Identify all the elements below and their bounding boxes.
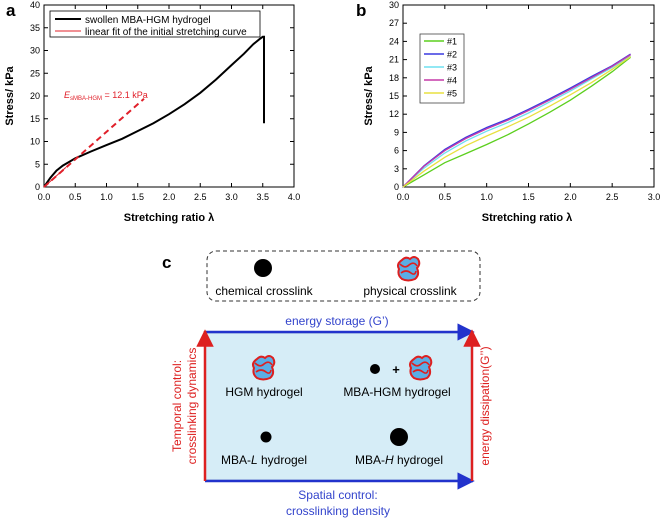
y-tick-label: 20 [30,91,40,101]
physical-crosslink-icon [397,256,421,282]
y-tick-label: 10 [30,137,40,147]
legend-label-swollen: swollen MBA-HGM hydrogel [85,15,211,26]
energy-dissipation-label: energy dissipation(G’’) [478,346,492,465]
panel-label-a: a [6,1,16,20]
y-tick-label: 18 [389,73,399,83]
x-tick-label: 1.0 [100,192,113,202]
series-line-sample-3 [402,55,631,188]
legend-label-sample-1: #1 [447,37,457,47]
x-tick-label: 1.5 [131,192,144,202]
mba-l-chemical-dot [260,431,272,443]
y-tick-label: 24 [389,36,399,46]
mba-h-letter: H [385,453,394,467]
y-tick-label: 3 [394,164,399,174]
y-tick-label: 25 [30,68,40,78]
legend-label-sample-2: #2 [447,50,457,60]
y-tick-label: 6 [394,146,399,156]
chart-a-ylabel: Stress/ kPa [4,65,16,125]
y-tick-label: 0 [394,182,399,192]
x-tick-label: 2.5 [194,192,207,202]
legend-label-sample-4: #4 [447,76,457,86]
modulus-symbol: E [64,90,71,100]
hgm-hydrogel-label: HGM hydrogel [225,385,302,399]
chart-b-legend: #1 #2 #3 #4 #5 [419,33,465,104]
crosslink-legend-box: chemical crosslink physical crosslink [206,250,481,302]
mba-h-chemical-dot [390,428,408,446]
mba-l-hydrogel-label: MBA-L hydrogel [221,453,307,467]
x-tick-label: 4.0 [288,192,301,202]
legend-label-sample-5: #5 [447,89,457,99]
chemical-crosslink-label: chemical crosslink [215,284,313,298]
mba-hgm-hydrogel-label: MBA-HGM hydrogel [343,385,450,399]
crosslinking-density-label: crosslinking density [286,504,390,518]
fit-initial-segment [43,167,67,188]
panel-label-b: b [356,1,366,20]
series-line-sample-4 [402,54,631,188]
mba-h-suffix: hydrogel [394,453,443,467]
spatial-control-label: Spatial control: [298,488,377,502]
mba-l-letter: L [251,453,258,467]
series-line-sample-5 [402,56,631,188]
modulus-subscript: sMBA-HGM [70,96,102,102]
y-tick-label: 35 [30,23,40,33]
y-tick-label: 15 [30,114,40,124]
chart-a-xlabel: Stretching ratio λ [124,212,214,224]
y-tick-label: 40 [30,0,40,10]
temporal-control-label: Temporal control: [170,360,184,452]
chart-a: 0.0 0.5 1.0 1.5 2.0 2.5 3.0 3.5 4.0 0 5 10 15 20 25 30 3… [4,0,300,224]
chart-b-xlabel: Stretching ratio λ [482,212,572,224]
x-tick-label: 0.0 [38,192,51,202]
legend-label-sample-3: #3 [447,63,457,73]
series-line-sample-1 [402,56,632,188]
chart-a-legend: swollen MBA-HGM hydrogel linear fit of t… [49,10,261,38]
chart-a-modulus-annotation: EsMBA-HGM = 12.1 kPa [64,90,148,102]
chart-b: 0.0 0.5 1.0 1.5 2.0 2.5 3.0036912151821242730 … [363,0,660,224]
x-tick-label: 1.5 [522,192,535,202]
x-tick-label: 1.0 [480,192,493,202]
x-tick-label: 0.5 [439,192,452,202]
y-tick-label: 15 [389,91,399,101]
y-tick-label: 12 [389,109,399,119]
y-tick-label: 27 [389,18,399,28]
energy-storage-label: energy storage (G’) [285,314,388,328]
y-tick-label: 30 [389,0,399,10]
hgm-physical-icon [252,355,276,381]
mba-l-suffix: hydrogel [258,453,307,467]
panel-label-c: c [162,253,171,272]
x-tick-label: 2.0 [564,192,577,202]
y-tick-label: 5 [35,159,40,169]
y-tick-label: 30 [30,46,40,56]
y-tick-label: 0 [35,182,40,192]
series-line-swollen-hydrogel [43,35,265,188]
control-diagram: energy storage (G’) Spatial control: cro… [170,314,492,518]
legend-label-fit: linear fit of the initial stretching cur… [85,27,247,38]
crosslinking-dynamics-label: crosslinking dynamics [185,348,199,465]
x-tick-label: 2.0 [163,192,176,202]
y-tick-label: 9 [394,127,399,137]
x-tick-label: 2.5 [606,192,619,202]
series-line-sample-2 [402,53,631,188]
x-tick-label: 0.5 [69,192,82,202]
physical-crosslink-label: physical crosslink [363,284,457,298]
chemical-crosslink-dot [254,259,272,277]
x-tick-label: 3.0 [225,192,238,202]
mba-hgm-chemical-dot [370,364,380,374]
x-tick-label: 3.5 [256,192,269,202]
mba-h-hydrogel-label: MBA-H hydrogel [355,453,443,467]
mba-hgm-physical-icon [409,355,433,381]
mba-l-prefix: MBA- [221,453,251,467]
modulus-value: = 12.1 kPa [102,90,148,100]
y-tick-label: 21 [389,55,399,65]
chart-b-ylabel: Stress/ kPa [363,65,375,125]
mba-hgm-plus: + [392,362,400,377]
mba-h-prefix: MBA- [355,453,385,467]
x-tick-label: 3.0 [648,192,661,202]
x-tick-label: 0.0 [397,192,410,202]
